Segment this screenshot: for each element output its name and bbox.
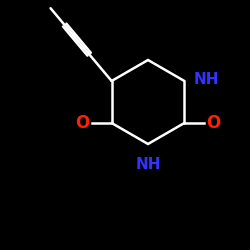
Text: NH: NH bbox=[193, 72, 219, 86]
Text: NH: NH bbox=[135, 157, 161, 172]
Text: O: O bbox=[76, 114, 90, 132]
Text: O: O bbox=[206, 114, 220, 132]
